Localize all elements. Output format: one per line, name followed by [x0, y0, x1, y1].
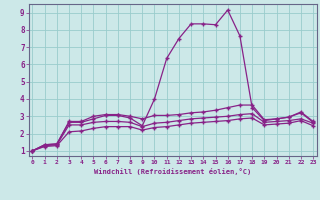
X-axis label: Windchill (Refroidissement éolien,°C): Windchill (Refroidissement éolien,°C) [94, 168, 252, 175]
